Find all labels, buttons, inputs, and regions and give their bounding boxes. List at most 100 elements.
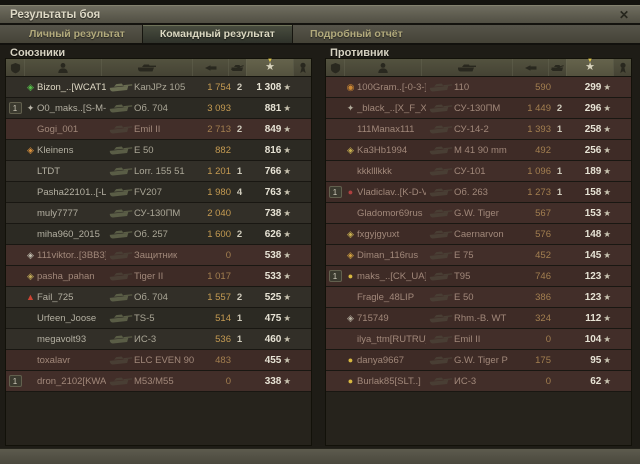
column-header-xp[interactable]: ▼ ★ <box>246 58 293 76</box>
damage-value: 1 600 <box>207 228 231 240</box>
player-row[interactable]: Gladomor69rus G.W. Tiger 567 153 ★ <box>326 203 631 224</box>
player-row[interactable]: toxalavr ELC EVEN 90 483 455 ★ <box>6 350 311 371</box>
frags-value: 2 <box>236 123 243 135</box>
player-row[interactable]: kkklllkkk СУ-101 1 096 1 189 ★ <box>326 161 631 182</box>
tab-personal-result[interactable]: Личный результат <box>29 28 125 40</box>
xp-star-icon: ★ <box>603 145 611 155</box>
player-row[interactable]: ◈ fxgyjgyuxt Caernarvon 576 148 ★ <box>326 224 631 245</box>
vehicle-icon <box>429 293 452 301</box>
player-row[interactable]: muly7777 СУ-130ПМ 2 040 738 ★ <box>6 203 311 224</box>
player-row[interactable]: megavolt93 ИС-3 536 1 460 ★ <box>6 329 311 350</box>
player-row[interactable]: ◉ 100Gram..[-0-3-] 110 590 299 ★ <box>326 77 631 98</box>
xp-star-icon: ★ <box>283 313 291 323</box>
player-row[interactable]: 1 ● maks_..[CK_UA] T95 746 123 ★ <box>326 266 631 287</box>
damage-value: 1 017 <box>207 270 231 282</box>
vehicle-icon <box>109 167 132 175</box>
player-row[interactable]: ilya_ttm[RUTRU] Emil II 0 104 ★ <box>326 329 631 350</box>
player-row[interactable]: ◈ Diman_116rus E 75 452 145 ★ <box>326 245 631 266</box>
clan-emblem-icon: ◈ <box>347 312 354 323</box>
clan-emblem-icon: ◈ <box>27 270 34 281</box>
tab-team-result[interactable]: Командный результат <box>141 25 293 43</box>
damage-value: 0 <box>545 375 551 387</box>
vehicle-name: ИС-3 <box>454 375 477 387</box>
vehicle-icon <box>429 272 452 280</box>
tab-detailed-report[interactable]: Подробный отчёт <box>309 28 403 40</box>
xp-star-icon: ★ <box>603 355 611 365</box>
player-row[interactable]: Gogi_001 Emil II 2 713 2 849 ★ <box>6 119 311 140</box>
clan-emblem-icon: ✦ <box>26 102 35 113</box>
vehicle-name: G.W. Tiger P <box>454 354 508 366</box>
column-header-damage[interactable] <box>512 59 548 76</box>
close-button[interactable]: ✕ <box>618 8 630 22</box>
player-row[interactable]: LTDT Lorr. 155 51 1 201 1 766 ★ <box>6 161 311 182</box>
xp-star-icon: ★ <box>283 145 291 155</box>
xp-star-icon: ★ <box>283 166 291 176</box>
player-row[interactable]: miha960_2015 Об. 257 1 600 2 626 ★ <box>6 224 311 245</box>
column-header-vehicle[interactable] <box>101 59 192 76</box>
player-row[interactable]: ▲ Fail_725 Об. 704 1 557 2 525 ★ <box>6 287 311 308</box>
xp-star-icon: ★ <box>283 250 291 260</box>
damage-value: 882 <box>215 144 231 156</box>
player-row[interactable]: 1 ● Vladiclav..[K-D-V] Об. 263 1 273 1 1… <box>326 182 631 203</box>
column-header-frags[interactable] <box>228 59 246 76</box>
player-row[interactable]: ◈ 715749 Rhm.-B. WT 324 112 ★ <box>326 308 631 329</box>
player-row[interactable]: Fragle_48LIP E 50 386 123 ★ <box>326 287 631 308</box>
damage-value: 3 093 <box>207 102 231 114</box>
xp-star-icon: ★ <box>603 124 611 134</box>
window-titlebar[interactable]: Результаты боя <box>0 5 640 24</box>
player-name: 715749 <box>357 312 389 324</box>
damage-value: 567 <box>535 207 551 219</box>
xp-star-icon: ★ <box>603 103 611 113</box>
xp-value: 95 <box>590 354 602 366</box>
damage-value: 1 201 <box>207 165 231 177</box>
xp-value: 62 <box>590 375 602 387</box>
xp-star-icon: ★ <box>603 208 611 218</box>
player-row[interactable]: 111Manax111 СУ-14-2 1 393 1 258 ★ <box>326 119 631 140</box>
player-row[interactable]: ● Burlak85[SLT..] ИС-3 0 62 ★ <box>326 371 631 392</box>
xp-star-icon: ★ <box>603 187 611 197</box>
vehicle-icon <box>109 356 132 364</box>
xp-value: 533 <box>264 270 282 282</box>
tab-bar: Личный результат Командный результат Под… <box>0 25 640 45</box>
vehicle-name: 110 <box>454 81 470 93</box>
xp-value: 455 <box>264 354 282 366</box>
column-header-player[interactable] <box>344 59 421 76</box>
xp-star-icon: ★ <box>283 82 291 92</box>
vehicle-icon <box>429 356 452 364</box>
damage-icon <box>204 64 216 71</box>
player-row[interactable]: Pasha22101..[-LUN-] FV207 1 980 4 763 ★ <box>6 182 311 203</box>
clan-emblem-icon: ● <box>347 186 354 197</box>
player-row[interactable]: ◈ Kleinens E 50 882 816 ★ <box>6 140 311 161</box>
xp-star-icon: ★ <box>283 103 291 113</box>
vehicle-name: FV207 <box>134 186 162 198</box>
damage-value: 0 <box>225 249 231 261</box>
column-header-xp[interactable]: ▼ ★ <box>566 58 613 76</box>
xp-value: 626 <box>264 228 282 240</box>
column-header-vehicle[interactable] <box>421 59 512 76</box>
column-header-squad[interactable] <box>326 59 344 76</box>
vehicle-icon <box>429 125 452 133</box>
column-header-squad[interactable] <box>6 59 24 76</box>
column-header-awards[interactable] <box>293 59 311 76</box>
player-name: kkklllkkk <box>357 165 392 177</box>
tank-icon <box>458 64 476 71</box>
player-row[interactable]: 1 ✦ O0_maks..[S-M-] Об. 704 3 093 881 ★ <box>6 98 311 119</box>
column-header-awards[interactable] <box>613 59 631 76</box>
frags-value: 2 <box>236 228 243 240</box>
player-row[interactable]: ◈ 111viktor..[3BB3] Защитник 0 538 ★ <box>6 245 311 266</box>
player-row[interactable]: ● danya9667 G.W. Tiger P 175 95 ★ <box>326 350 631 371</box>
frags-value: 1 <box>236 333 243 345</box>
player-row[interactable]: ◈ Bizon_..[WCAT1] KanJPz 105 1 754 2 1 3… <box>6 77 311 98</box>
vehicle-name: Caernarvon <box>454 228 504 240</box>
destroyed-tank-icon <box>551 64 564 71</box>
player-row[interactable]: ◈ Ka3Hb1994 M 41 90 mm 492 256 ★ <box>326 140 631 161</box>
column-header-frags[interactable] <box>548 59 566 76</box>
column-header-damage[interactable] <box>192 59 228 76</box>
damage-value: 452 <box>535 249 551 261</box>
player-row[interactable]: ◈ pasha_pahan Tiger II 1 017 533 ★ <box>6 266 311 287</box>
xp-value: 849 <box>264 123 282 135</box>
player-row[interactable]: 1 dron_2102[KWAR] M53/M55 0 338 ★ <box>6 371 311 392</box>
player-row[interactable]: Urfeen_Joose TS-5 514 1 475 ★ <box>6 308 311 329</box>
column-header-player[interactable] <box>24 59 101 76</box>
player-row[interactable]: ✦ _black_..[X_F_X] СУ-130ПМ 1 449 2 296 … <box>326 98 631 119</box>
